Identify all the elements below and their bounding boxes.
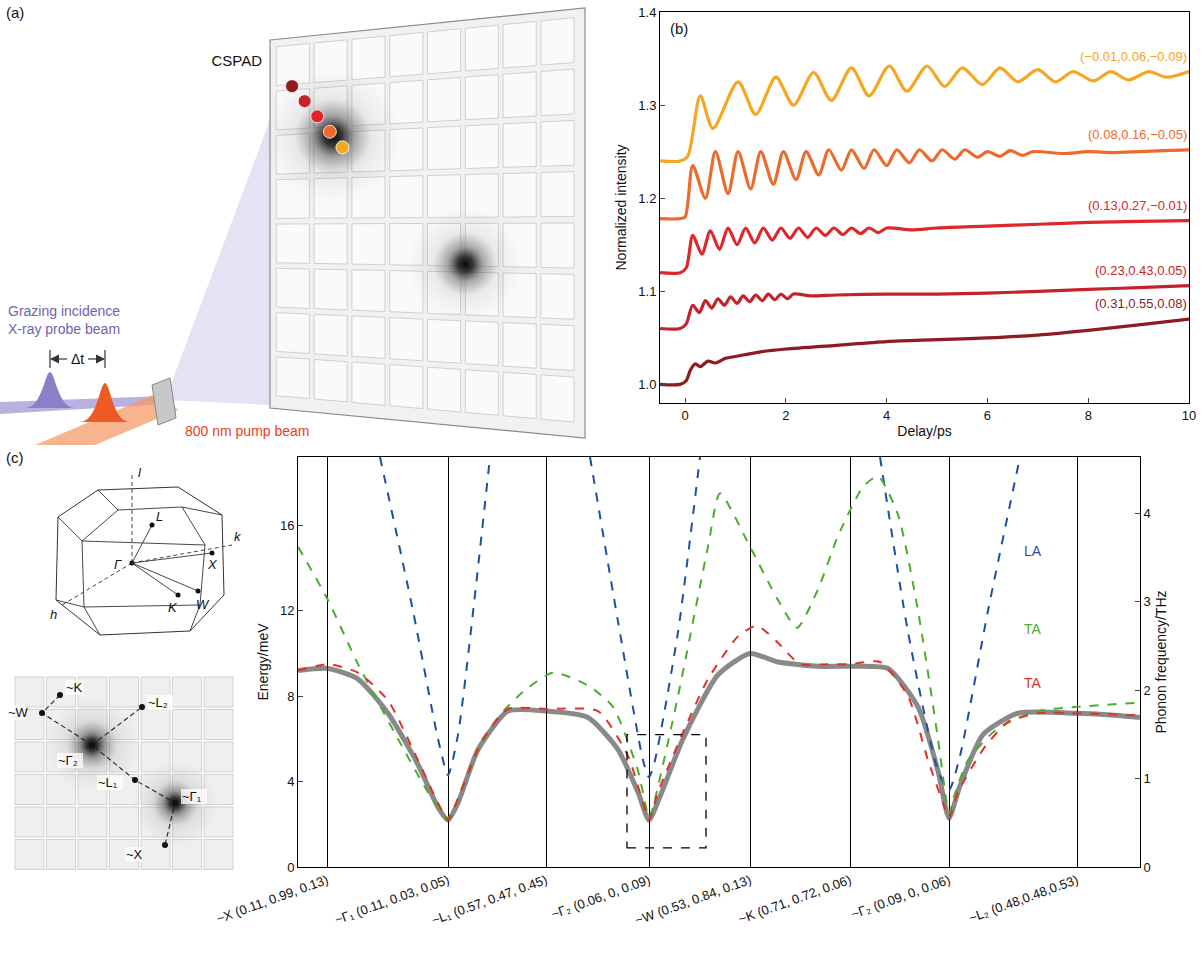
svg-text:~Γ₂: ~Γ₂	[58, 753, 78, 768]
svg-text:~K (0.71, 0.72, 0.06): ~K (0.71, 0.72, 0.06)	[736, 872, 853, 927]
svg-text:1.0: 1.0	[638, 377, 656, 392]
svg-text:(0.08,0.16,−0.05): (0.08,0.16,−0.05)	[1088, 127, 1187, 142]
svg-text:800 nm pump beam: 800 nm pump beam	[185, 423, 310, 439]
svg-text:Normalized intensity: Normalized intensity	[613, 144, 629, 270]
svg-text:~X (0.11, 0.99, 0.13): ~X (0.11, 0.99, 0.13)	[214, 872, 330, 926]
svg-text:~W: ~W	[8, 705, 29, 720]
svg-text:16: 16	[280, 518, 294, 533]
svg-text:(0.31,0.55,0.08): (0.31,0.55,0.08)	[1095, 296, 1187, 311]
svg-text:~L₁ (0.57, 0.47, 0.45): ~L₁ (0.57, 0.47, 0.45)	[430, 872, 550, 928]
svg-text:K: K	[168, 600, 178, 615]
svg-text:2: 2	[782, 408, 789, 423]
svg-text:(0.23,0.43,0.05): (0.23,0.43,0.05)	[1095, 263, 1187, 278]
svg-text:12: 12	[280, 603, 294, 618]
svg-text:X: X	[207, 557, 218, 572]
svg-text:(b): (b)	[670, 20, 688, 37]
svg-text:TA: TA	[1024, 621, 1042, 637]
svg-text:0: 0	[1144, 860, 1151, 875]
svg-text:1.3: 1.3	[638, 98, 656, 113]
svg-text:L: L	[156, 509, 163, 524]
svg-text:Energy/meV: Energy/meV	[255, 623, 271, 701]
svg-text:~Γ₁: ~Γ₁	[182, 789, 202, 804]
svg-text:10: 10	[1182, 408, 1196, 423]
svg-text:Δt: Δt	[71, 351, 84, 367]
svg-text:8: 8	[1085, 408, 1092, 423]
svg-text:Delay/ps: Delay/ps	[897, 423, 951, 439]
svg-text:~Γ₂ (0.06, 0, 0.09): ~Γ₂ (0.06, 0, 0.09)	[549, 872, 652, 922]
svg-text:1.4: 1.4	[638, 5, 656, 20]
svg-text:Γ: Γ	[114, 557, 122, 572]
svg-text:W: W	[196, 597, 210, 612]
svg-text:3: 3	[1144, 594, 1151, 609]
svg-text:Phonon frequency/THz: Phonon frequency/THz	[1153, 590, 1169, 733]
svg-text:k: k	[234, 529, 242, 544]
svg-text:(−0.01,0.06,−0.09): (−0.01,0.06,−0.09)	[1080, 49, 1187, 64]
svg-text:6: 6	[984, 408, 991, 423]
svg-text:0: 0	[682, 408, 689, 423]
svg-text:8: 8	[287, 689, 294, 704]
svg-text:2: 2	[1144, 683, 1151, 698]
svg-text:4: 4	[883, 408, 890, 423]
svg-text:~Γ₂ (0.09, 0, 0.06): ~Γ₂ (0.09, 0, 0.06)	[849, 872, 952, 922]
svg-text:X-ray probe beam: X-ray probe beam	[8, 321, 120, 337]
svg-text:0: 0	[287, 860, 294, 875]
svg-text:LA: LA	[1024, 543, 1042, 559]
svg-text:~Γ₁ (0.11, 0.03, 0.05): ~Γ₁ (0.11, 0.03, 0.05)	[333, 872, 452, 927]
svg-text:~W (0.53, 0.84, 0.13): ~W (0.53, 0.84, 0.13)	[633, 872, 753, 928]
svg-text:(0.13,0.27,−0.01): (0.13,0.27,−0.01)	[1088, 198, 1187, 213]
svg-text:~L₂: ~L₂	[148, 695, 168, 710]
svg-text:4: 4	[1144, 506, 1151, 521]
svg-text:Grazing incidence: Grazing incidence	[8, 303, 120, 319]
svg-text:TA: TA	[1024, 675, 1042, 691]
svg-text:~L₂ (0.48,0.48,0.53): ~L₂ (0.48,0.48,0.53)	[967, 872, 1080, 926]
svg-text:h: h	[50, 607, 57, 622]
svg-text:(c): (c)	[6, 449, 24, 466]
svg-text:1: 1	[1144, 771, 1151, 786]
svg-text:1.2: 1.2	[638, 191, 656, 206]
svg-text:1.1: 1.1	[638, 284, 656, 299]
svg-text:~L₁: ~L₁	[98, 775, 118, 790]
svg-text:~X: ~X	[126, 847, 143, 862]
svg-text:(a): (a)	[6, 4, 24, 21]
svg-text:CSPAD: CSPAD	[211, 52, 262, 69]
svg-text:~K: ~K	[66, 680, 83, 695]
svg-text:4: 4	[287, 774, 294, 789]
svg-text:l: l	[138, 465, 142, 480]
